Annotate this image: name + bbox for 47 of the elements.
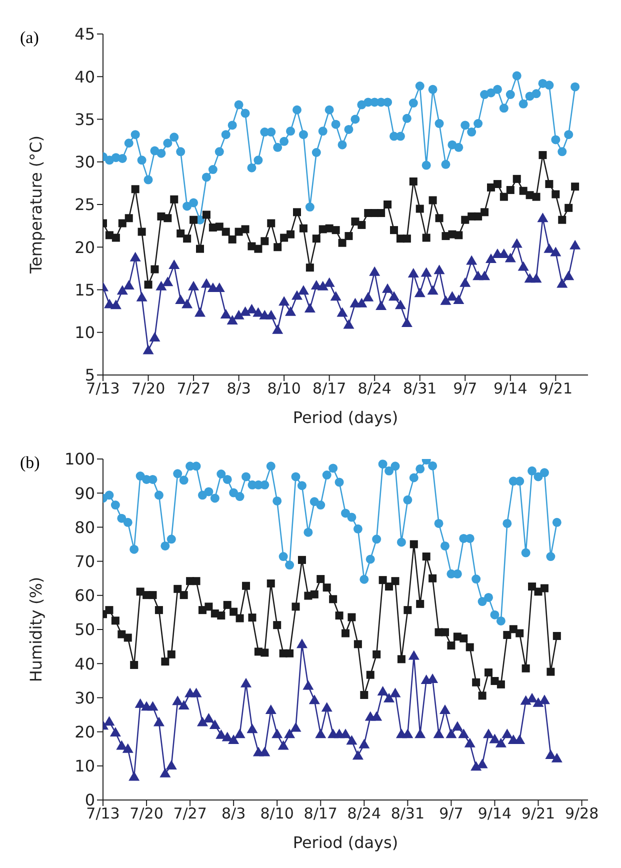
x-tick-label: 8/3 (222, 804, 246, 823)
x-tick-label: 7/20 (131, 380, 166, 398)
y-tick-label: 40 (74, 67, 95, 86)
y-tick-label: 45 (74, 24, 95, 44)
x-tick-label: 8/31 (390, 804, 425, 823)
x-tick-label: 7/20 (130, 804, 164, 823)
y-axis-title: Temperature (°C) (26, 135, 46, 275)
x-axis-title: Period (days) (292, 408, 398, 427)
x-tick-label: 7/13 (86, 804, 120, 823)
y-axis-title: Humidity (%) (26, 576, 46, 682)
y-tick-label: 10 (74, 756, 95, 776)
y-tick-label: 40 (74, 654, 95, 674)
y-tick-label: 35 (74, 110, 95, 129)
x-tick-label: 9/14 (494, 380, 528, 398)
y-tick-label: 20 (74, 722, 95, 742)
y-tick-label: 90 (74, 484, 95, 503)
x-axis-title: Period (days) (292, 833, 398, 852)
x-tick-label: 9/14 (478, 804, 512, 823)
y-tick-label: 20 (74, 238, 95, 257)
text: (b) (20, 453, 40, 473)
x-tick-label: 8/3 (226, 380, 251, 398)
x-tick-label: 8/24 (347, 804, 381, 823)
x-tick-label: 7/13 (86, 380, 120, 398)
x-tick-label: 9/21 (521, 804, 556, 823)
x-tick-label: 9/21 (538, 380, 573, 398)
x-tick-label: 8/10 (267, 380, 301, 398)
x-tick-label: 8/10 (260, 804, 294, 823)
x-tick-label: 8/24 (358, 380, 392, 398)
y-tick-label: 100 (64, 450, 95, 469)
y-tick-label: 25 (74, 195, 95, 214)
text: (a) (20, 28, 39, 48)
y-tick-label: 30 (74, 688, 95, 708)
y-tick-label: 50 (74, 620, 95, 640)
y-tick-label: 70 (74, 552, 95, 571)
x-tick-label: 7/27 (176, 380, 210, 398)
x-tick-label: 8/17 (304, 804, 338, 823)
y-tick-label: 80 (74, 518, 95, 537)
x-tick-label: 9/7 (453, 380, 478, 398)
x-tick-label: 9/7 (439, 804, 464, 823)
y-tick-label: 15 (74, 280, 95, 300)
x-tick-label: 8/31 (403, 380, 437, 398)
x-tick-label: 7/27 (173, 804, 207, 823)
y-tick-label: 30 (74, 152, 95, 172)
x-tick-label: 9/28 (564, 804, 599, 823)
y-tick-label: 60 (74, 586, 95, 606)
y-tick-label: 10 (74, 323, 95, 342)
x-tick-label: 8/17 (312, 380, 346, 398)
